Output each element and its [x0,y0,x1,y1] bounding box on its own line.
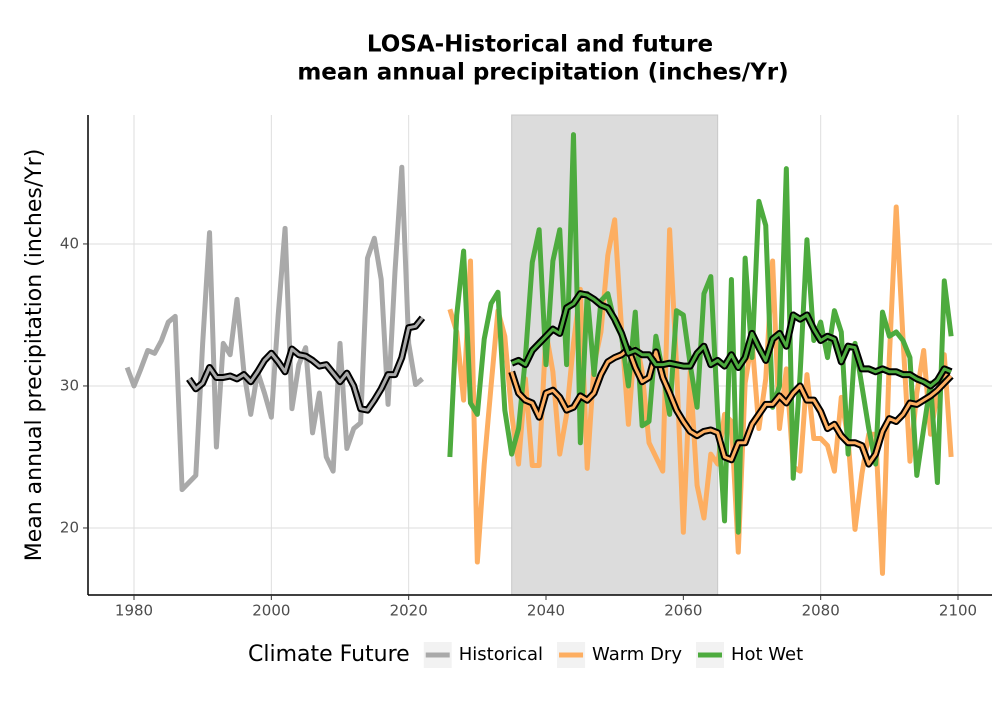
series-line [447,204,954,576]
y-tick-label: 30 [60,376,79,394]
x-tick-label: 2060 [664,602,702,620]
x-tick-label: 2100 [939,602,977,620]
y-axis-label: Mean annual precipitation (inches/Yr) [22,149,47,562]
rolling-line [510,347,953,466]
chart-title: mean annual precipitation (inches/Yr) [297,60,788,86]
plot-area: 1980 2000 2020 2040 2060 2080 2100 20 30 40 [60,114,992,620]
x-tick-label: 2000 [252,602,290,620]
x-tick-label: 2020 [390,602,428,620]
chart-title: LOSA-Historical and future [367,32,713,58]
x-tick-label: 2080 [802,602,840,620]
legend: Climate Future Historical Warm Dry Hot Wet [248,642,803,668]
x-tick-label: 2040 [527,602,565,620]
legend-label: Warm Dry [592,644,682,665]
x-tick-label: 1980 [115,602,153,620]
legend-label: Hot Wet [731,644,803,665]
rolling-line [187,316,424,412]
legend-title: Climate Future [248,642,410,667]
rolling-line [511,292,952,388]
legend-label: Historical [459,644,543,665]
series-line [124,164,425,493]
y-tick-label: 40 [60,234,79,252]
y-tick-label: 20 [60,518,79,536]
